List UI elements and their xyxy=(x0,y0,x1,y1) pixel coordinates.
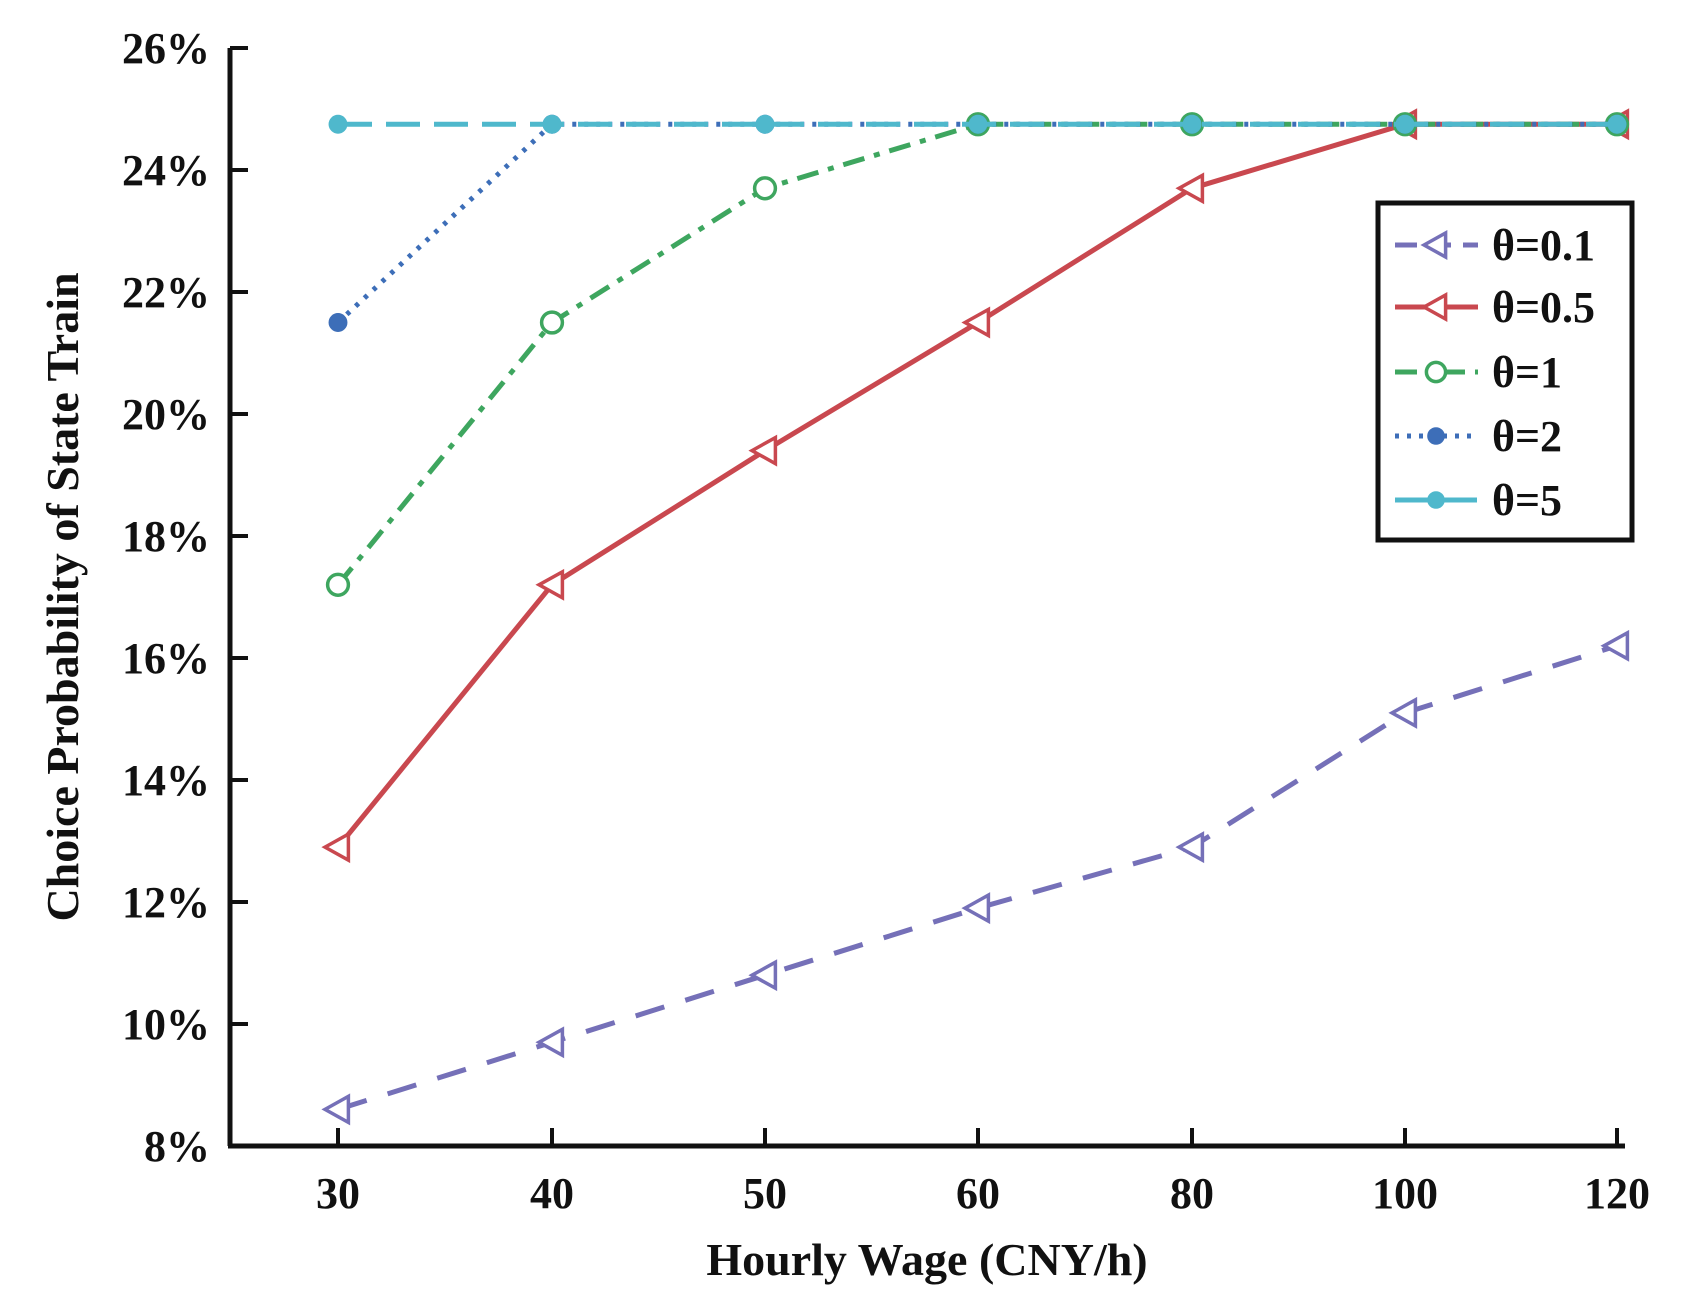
data-point xyxy=(1175,172,1205,205)
y-tick-label: 14% xyxy=(122,756,210,805)
data-point xyxy=(1420,292,1448,322)
series xyxy=(321,108,1630,1126)
legend-entry: θ=0.5 xyxy=(1395,283,1595,332)
data-point xyxy=(755,114,775,134)
data-point xyxy=(539,310,565,335)
data-point xyxy=(968,114,988,134)
legend-entry: θ=0.1 xyxy=(1395,221,1595,270)
data-point xyxy=(1427,491,1445,509)
x-axis-ticks: 30 40 50 60 80 100 120 xyxy=(316,1128,1650,1218)
data-point xyxy=(535,1026,565,1059)
legend: θ=0.1 θ=0.5 θ=1 θ=2 θ=5 xyxy=(1375,200,1635,543)
x-tick-label: 60 xyxy=(956,1169,1000,1218)
data-point xyxy=(1607,114,1627,134)
data-point xyxy=(328,114,348,134)
data-point xyxy=(748,959,778,992)
x-tick-label: 40 xyxy=(530,1169,574,1218)
data-point xyxy=(1182,114,1202,134)
x-tick-label: 30 xyxy=(316,1169,360,1218)
y-tick-label: 26% xyxy=(122,24,210,73)
legend-label: θ=0.5 xyxy=(1492,283,1595,332)
data-point xyxy=(752,176,778,201)
x-tick-label: 50 xyxy=(743,1169,787,1218)
series-θ=5 xyxy=(328,114,1627,134)
legend-label: θ=0.1 xyxy=(1492,221,1595,270)
legend-entry: θ=5 xyxy=(1395,476,1562,525)
x-tick-label: 100 xyxy=(1372,1169,1438,1218)
x-axis-title: Hourly Wage (CNY/h) xyxy=(706,1234,1147,1285)
y-tick-label: 22% xyxy=(122,268,210,317)
data-point xyxy=(1395,114,1415,134)
legend-label: θ=1 xyxy=(1492,348,1562,397)
y-tick-label: 12% xyxy=(122,878,210,927)
data-point xyxy=(1427,427,1445,445)
data-point xyxy=(321,1093,351,1126)
legend-label: θ=2 xyxy=(1492,412,1562,461)
data-point xyxy=(1600,629,1630,662)
data-point xyxy=(328,313,348,332)
y-tick-label: 24% xyxy=(122,146,210,195)
y-axis-ticks: 8% 10% 12% 14% 16% 18% 20% 22% 24% 26% xyxy=(122,24,248,1171)
data-point xyxy=(542,114,562,134)
data-point xyxy=(321,831,351,864)
data-point xyxy=(325,572,351,597)
data-point xyxy=(961,306,991,339)
y-tick-label: 10% xyxy=(122,1000,210,1049)
x-tick-label: 120 xyxy=(1584,1169,1650,1218)
data-point xyxy=(1175,831,1205,864)
legend-box xyxy=(1375,200,1635,543)
data-point xyxy=(1388,696,1418,729)
data-point xyxy=(1420,230,1448,260)
data-point xyxy=(535,568,565,601)
legend-entry: θ=2 xyxy=(1395,412,1562,461)
data-point xyxy=(748,434,778,467)
data-point xyxy=(961,892,991,925)
series-θ=0.1 xyxy=(321,629,1630,1126)
legend-label: θ=5 xyxy=(1492,476,1562,525)
y-tick-label: 8% xyxy=(144,1122,210,1171)
data-point xyxy=(1424,360,1448,384)
y-tick-label: 18% xyxy=(122,512,210,561)
axes xyxy=(227,48,1625,1149)
y-tick-label: 16% xyxy=(122,634,210,683)
y-axis-title: Choice Probability of State Train xyxy=(37,272,88,921)
legend-entry: θ=1 xyxy=(1395,348,1562,397)
y-tick-label: 20% xyxy=(122,390,210,439)
x-tick-label: 80 xyxy=(1170,1169,1214,1218)
